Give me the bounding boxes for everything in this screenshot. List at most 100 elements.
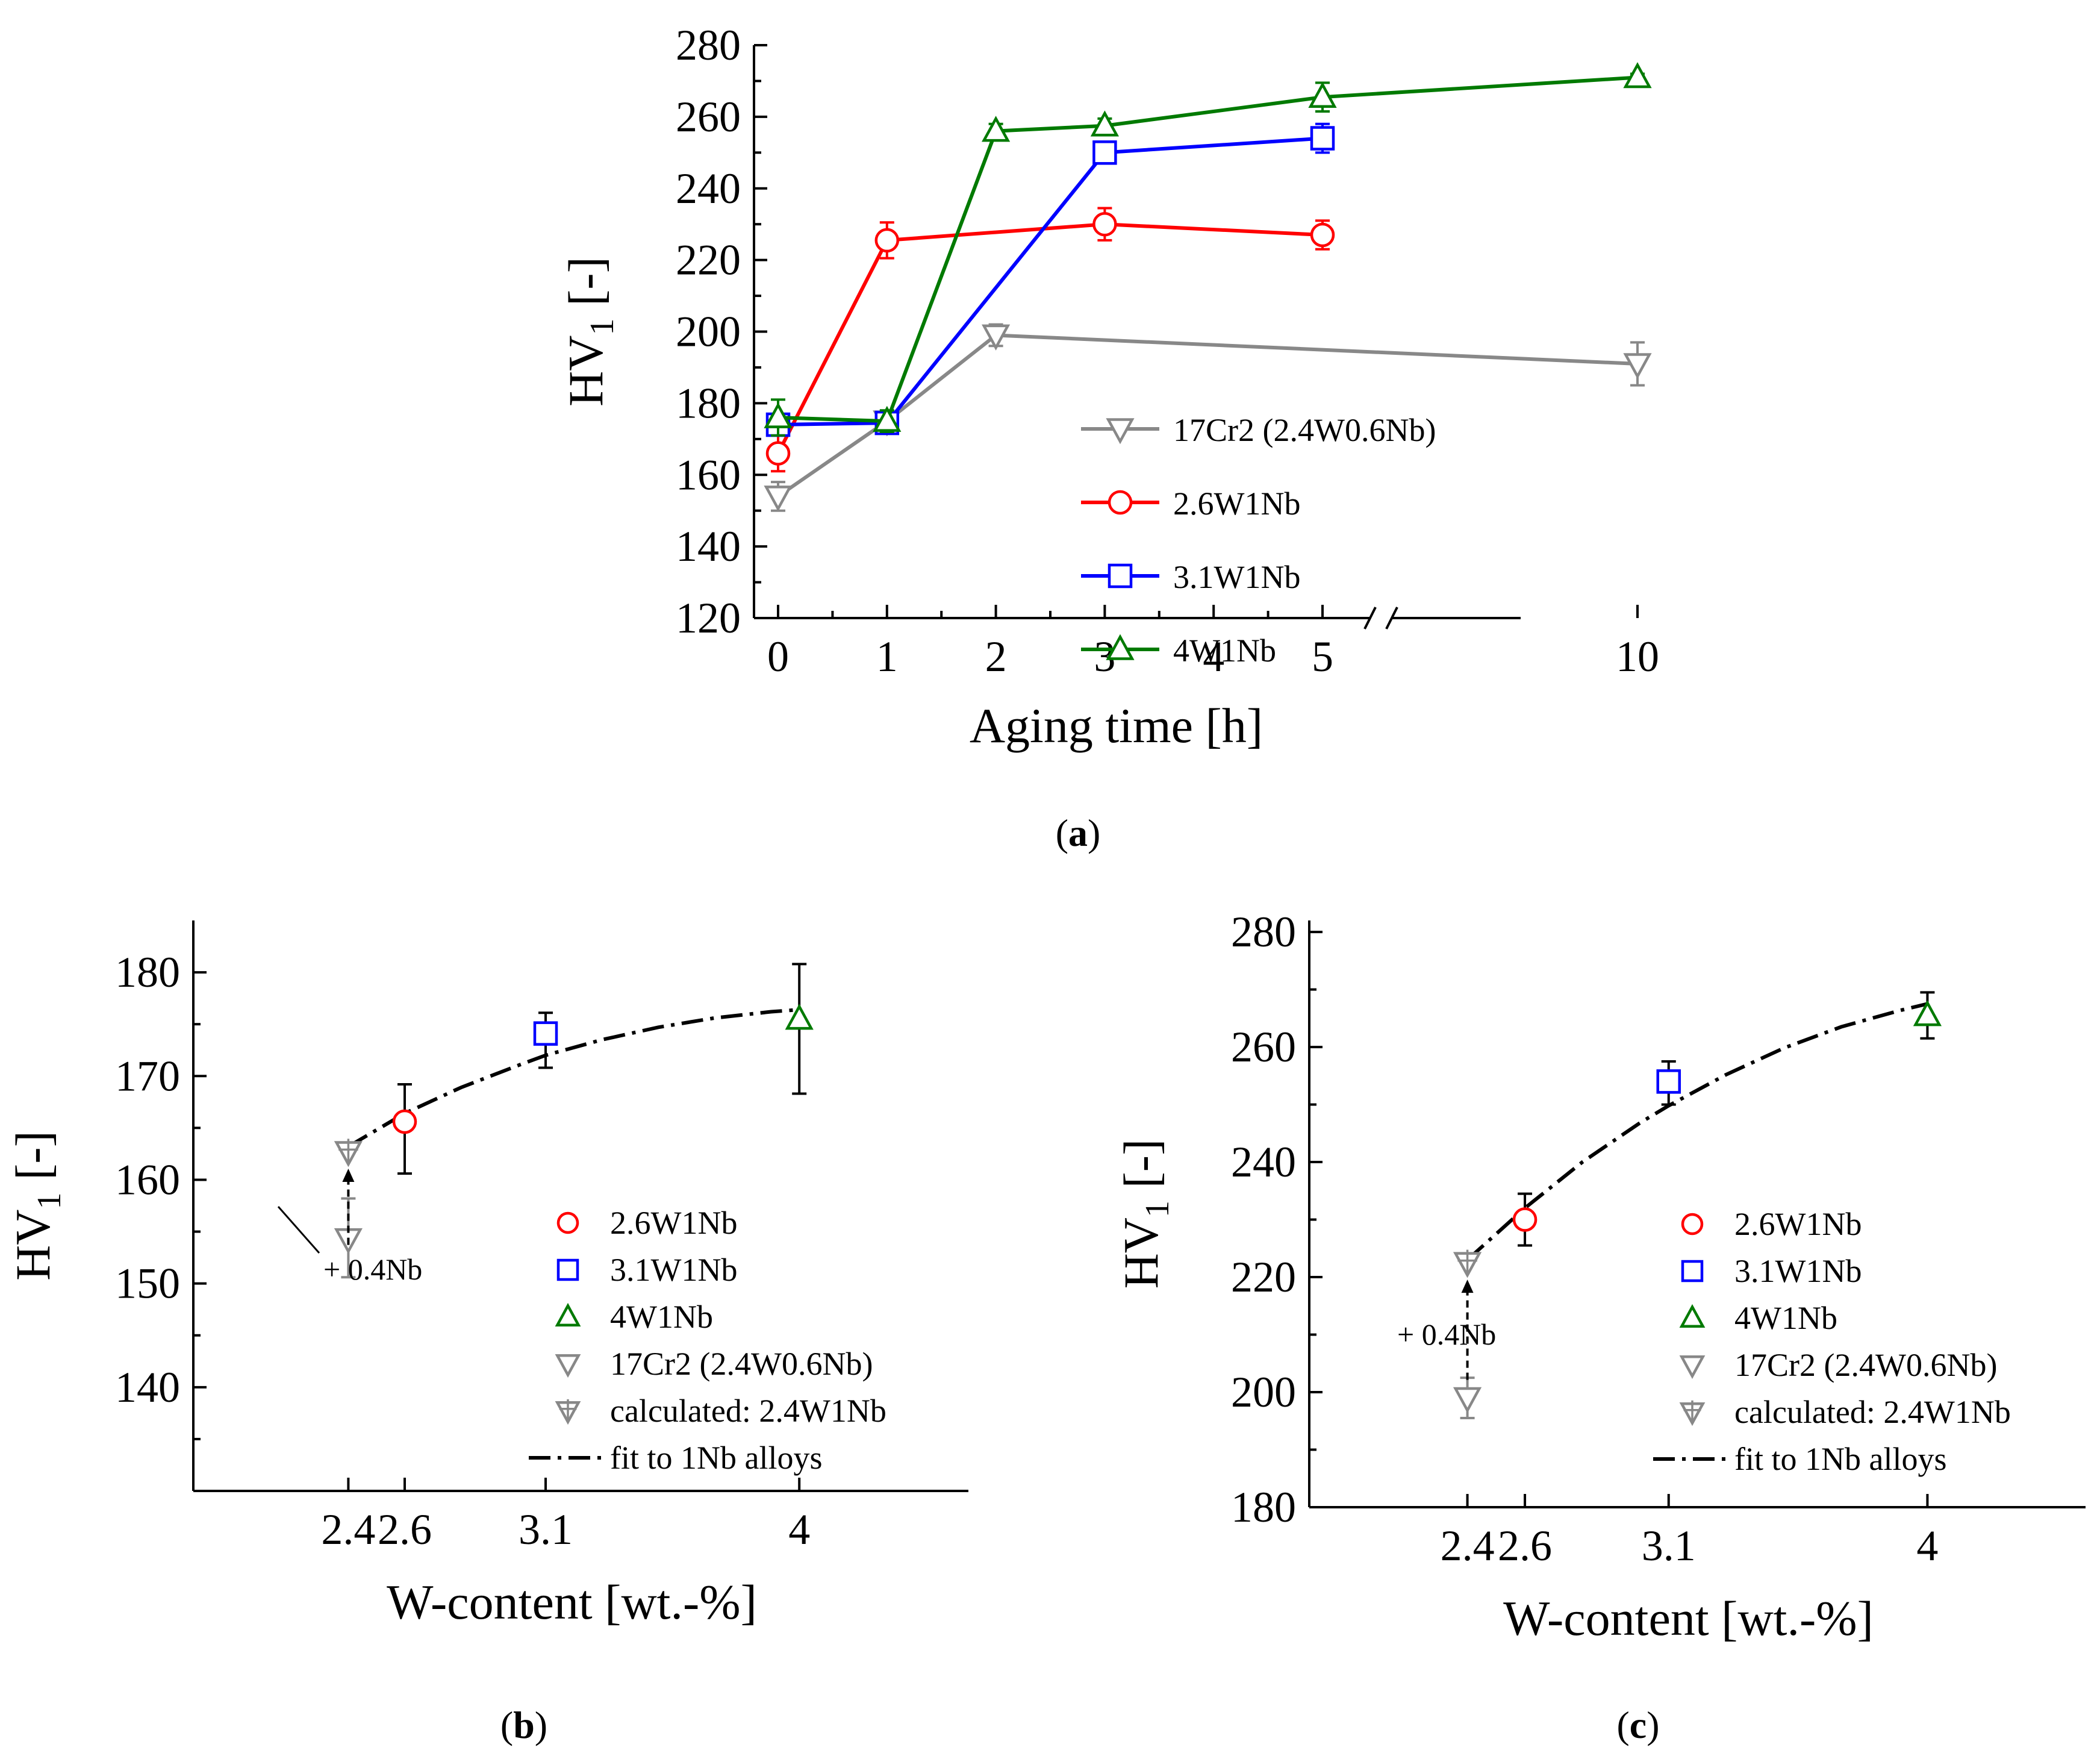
y-axis-title-main: HV: [1114, 1217, 1168, 1289]
y-tick-label: 240: [676, 164, 741, 213]
x-tick-label: 4: [1203, 633, 1224, 681]
annotation-arrow: [342, 1168, 355, 1245]
data-point: [785, 1004, 814, 1030]
legend-label: 3.1W1Nb: [610, 1252, 737, 1288]
y-tick-label: 180: [1231, 1483, 1296, 1531]
annotation-arrow-head: [1461, 1279, 1474, 1293]
series-line-segment: [886, 222, 1105, 242]
x-tick-label: 3.1: [1642, 1522, 1696, 1570]
legend: 2.6W1Nb 3.1W1Nb 4W1Nb 17Cr2 (2.4W0.6Nb) calc…: [1653, 1206, 2011, 1477]
x-axis-title: W-content [wt.-%]: [1503, 1591, 1874, 1646]
x-tick-label: 1: [876, 633, 898, 681]
fit-curve: [1466, 1002, 1928, 1261]
legend-label: 4W1Nb: [610, 1299, 713, 1335]
series-line-segment: [885, 334, 997, 423]
data-point: [874, 228, 900, 253]
panel-label-letter: a: [1068, 811, 1088, 854]
y-tick-label: 260: [676, 93, 741, 141]
series-17Cr2 (2.4W0.6Nb): [764, 323, 1652, 512]
legend-label: fit to 1Nb alloys: [610, 1440, 822, 1476]
annotation-text: + 0.4Nb: [1397, 1317, 1496, 1351]
legend-label: 2.6W1Nb: [1173, 486, 1300, 522]
data-point: [1512, 1207, 1538, 1232]
legend-label: 17Cr2 (2.4W0.6Nb): [1173, 412, 1436, 448]
data-point: [1453, 1249, 1482, 1278]
data-point: [1913, 1000, 1942, 1026]
y-tick-label: 160: [676, 451, 741, 499]
y-axis-title-sub: 1: [1139, 1201, 1176, 1217]
data-point: [1092, 140, 1117, 165]
y-axis-title-main: HV: [558, 335, 613, 406]
axis-break-mark: [1363, 607, 1377, 630]
panel-label-open: (: [1616, 1704, 1629, 1746]
data-point: [334, 1139, 363, 1167]
data-point: [1092, 211, 1117, 237]
legend: 2.6W1Nb 3.1W1Nb 4W1Nb 17Cr2 (2.4W0.6Nb) calc…: [529, 1205, 886, 1476]
series-line-segment: [1105, 95, 1323, 128]
x-tick-label: 2.6: [378, 1505, 432, 1554]
y-tick-label: 280: [676, 21, 741, 69]
data-point: [873, 405, 902, 432]
annotation-arrow: [1461, 1279, 1474, 1380]
legend-marker-shape: [1106, 418, 1135, 445]
legend-marker: [1108, 490, 1133, 515]
legend-marker: [1679, 1400, 1706, 1426]
y-tick-label: 170: [115, 1052, 180, 1100]
x-axis-title: Aging time [h]: [970, 698, 1263, 753]
panel-label-letter: b: [513, 1704, 535, 1746]
panel-label-open: (: [500, 1704, 513, 1746]
legend: 17Cr2 (2.4W0.6Nb) 2.6W1Nb 3.1W1Nb 4W1Nb: [1081, 412, 1436, 669]
data-point-shape: [982, 324, 1011, 351]
legend-label: 17Cr2 (2.4W0.6Nb): [610, 1346, 873, 1382]
x-tick-label: 5: [1312, 633, 1333, 681]
x-tick-label: 2.6: [1498, 1522, 1552, 1570]
legend-label: 2.6W1Nb: [1734, 1206, 1862, 1242]
legend-marker: [555, 1354, 581, 1378]
x-tick-label: 4: [788, 1505, 810, 1554]
y-axis-title-tail: [-]: [1114, 1139, 1168, 1201]
x-tick-label: 3.1: [519, 1505, 573, 1554]
legend-marker: [556, 1258, 579, 1281]
y-axis-title-tail: [-]: [5, 1131, 60, 1192]
x-tick-label: 10: [1616, 633, 1659, 681]
chart-panel-b: 140 150 160 170 180 2.4 2.6 3.1 4 HV1 [-] W-conten…: [5, 920, 968, 1746]
y-tick-label: 140: [676, 522, 741, 570]
data-point: [982, 324, 1011, 351]
panel-label-close: ): [1088, 811, 1100, 854]
x-tick-label: 0: [767, 633, 789, 681]
panel-label-close: ): [1647, 1704, 1659, 1746]
y-axis-title-tail: [-]: [558, 257, 613, 318]
legend-marker: [1108, 563, 1133, 589]
y-tick-label: 160: [115, 1155, 180, 1204]
series-line-segment: [1322, 75, 1638, 99]
annotation-text: + 0.4Nb: [323, 1252, 422, 1286]
legend-label: calculated: 2.4W1Nb: [1734, 1394, 2011, 1430]
legend-label: calculated: 2.4W1Nb: [610, 1393, 886, 1429]
data-point: [1453, 1387, 1482, 1413]
legend-marker: [1679, 1304, 1706, 1328]
series-line-segment: [1105, 222, 1323, 237]
x-tick-label: 4: [1916, 1522, 1938, 1570]
legend-marker: [1106, 418, 1135, 445]
data-point: [1623, 353, 1652, 380]
data-point: [765, 441, 791, 466]
y-tick-label: 240: [1231, 1138, 1296, 1186]
y-axis-title: HV1 [-]: [558, 257, 621, 407]
legend-label: 17Cr2 (2.4W0.6Nb): [1734, 1347, 1997, 1383]
data-point: [1623, 62, 1652, 89]
data-point: [392, 1109, 417, 1134]
x-tick-label: 2.4: [321, 1505, 375, 1554]
series-4W1Nb: [764, 62, 1652, 437]
y-tick-label: 150: [115, 1260, 180, 1308]
data-point-shape: [764, 486, 793, 512]
fit-curve: [347, 1008, 800, 1148]
series-line-segment: [1105, 136, 1323, 155]
data-point: [1090, 110, 1119, 137]
y-tick-label: 120: [676, 594, 741, 642]
legend-label: 2.6W1Nb: [610, 1205, 737, 1241]
series-line-segment: [885, 151, 1106, 424]
x-tick-label: 2: [985, 633, 1007, 681]
data-point: [764, 486, 793, 512]
